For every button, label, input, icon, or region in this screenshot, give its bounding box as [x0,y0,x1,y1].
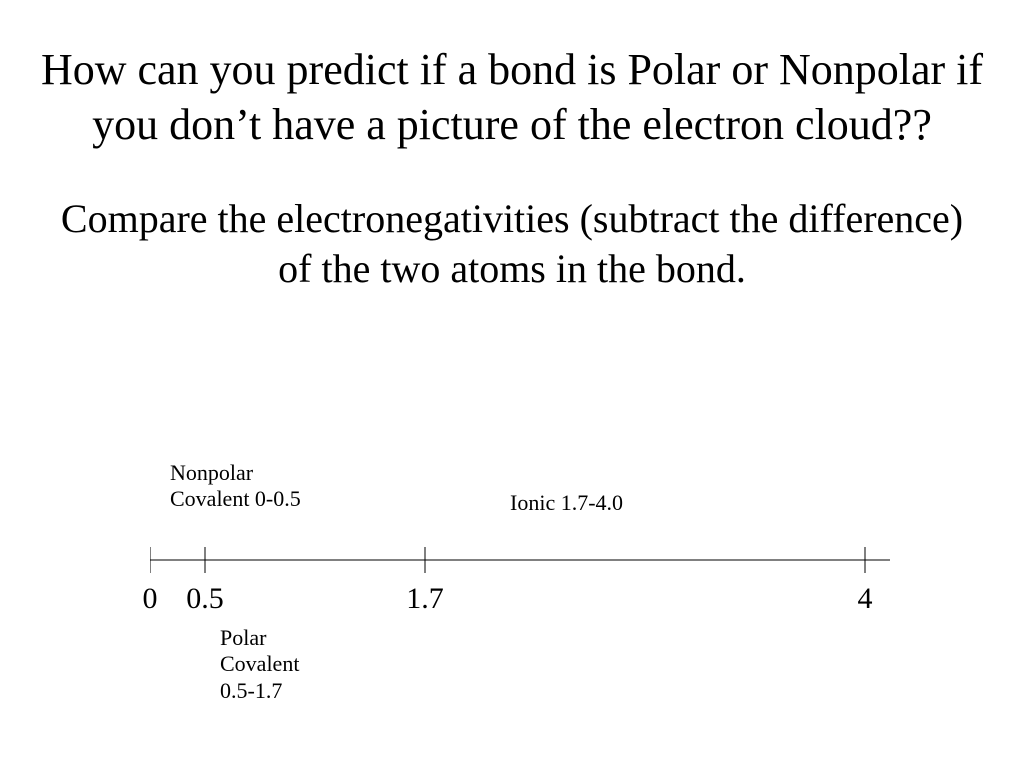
tick-label: 0 [143,582,158,616]
electronegativity-scale: Nonpolar Covalent 0-0.5 Ionic 1.7-4.0 Po… [150,460,890,720]
tick-label: 0.5 [186,582,224,616]
label-polar-covalent: Polar Covalent 0.5-1.7 [220,625,330,704]
scale-axis [150,460,890,620]
tick-label: 4 [858,582,873,616]
tick-label: 1.7 [406,582,444,616]
slide-title: How can you predict if a bond is Polar o… [0,0,1024,152]
slide-subtitle: Compare the electronegativities (subtrac… [0,152,1024,294]
